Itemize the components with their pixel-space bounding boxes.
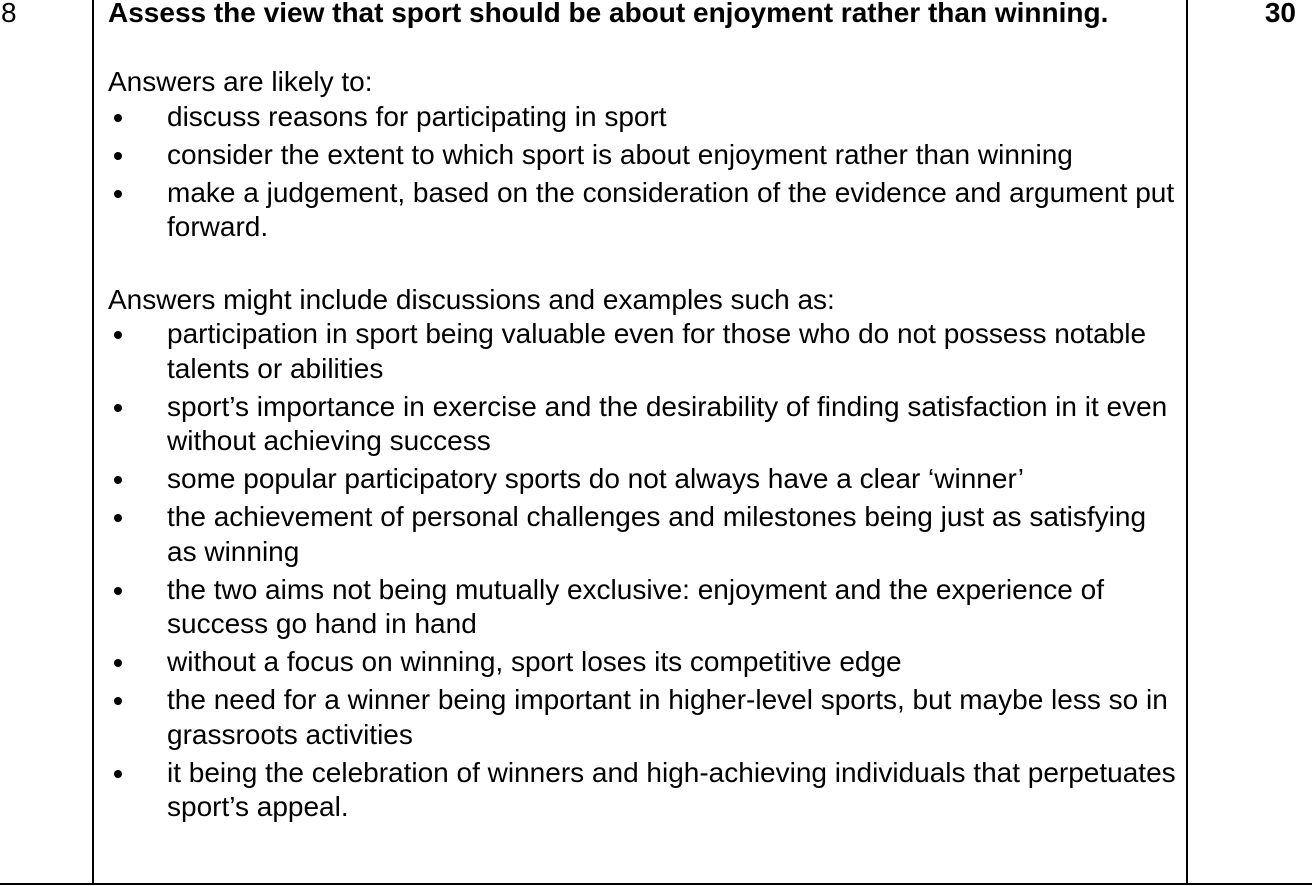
marks-value: 30 bbox=[1264, 0, 1296, 28]
list-item-text: make a judgement, based on the considera… bbox=[167, 176, 1175, 243]
bullet-icon bbox=[114, 697, 122, 705]
examples-list: participation in sport being valuable ev… bbox=[108, 317, 1178, 825]
guidance-cell: Assess the view that sport should be abo… bbox=[108, 0, 1178, 828]
bullet-icon bbox=[114, 476, 122, 484]
list-item-text: some popular participatory sports do not… bbox=[167, 463, 1025, 494]
list-item: the achievement of personal challenges a… bbox=[108, 500, 1178, 569]
list-item-text: consider the extent to which sport is ab… bbox=[167, 138, 1073, 170]
examples-intro: Answers might include discussions and ex… bbox=[108, 283, 835, 315]
likely-list: discuss reasons for participating in spo… bbox=[108, 100, 1178, 245]
list-item: make a judgement, based on the considera… bbox=[108, 176, 1178, 245]
spacer bbox=[108, 31, 1178, 66]
list-item-text: sport’s importance in exercise and the d… bbox=[167, 390, 1168, 457]
list-item-text: without a focus on winning, sport loses … bbox=[167, 646, 902, 677]
question-title: Assess the view that sport should be abo… bbox=[108, 0, 1109, 28]
spacer bbox=[108, 248, 1178, 283]
bullet-icon bbox=[114, 769, 122, 778]
list-item: without a focus on winning, sport loses … bbox=[108, 645, 1178, 680]
list-item-text: the two aims not being mutually exclusiv… bbox=[167, 573, 1104, 640]
bullet-icon bbox=[114, 331, 122, 339]
column-divider-left bbox=[92, 0, 94, 884]
bullet-icon bbox=[114, 659, 122, 667]
list-item-text: the need for a winner being important in… bbox=[167, 684, 1168, 750]
list-item-text: the achievement of personal challenges a… bbox=[167, 501, 1147, 567]
column-divider-right bbox=[1186, 0, 1188, 884]
row-bottom-border bbox=[0, 883, 1312, 885]
bullet-icon bbox=[114, 113, 122, 122]
list-item-text: it being the celebration of winners and … bbox=[167, 756, 1176, 823]
list-item: participation in sport being valuable ev… bbox=[108, 317, 1178, 386]
list-item: discuss reasons for participating in spo… bbox=[108, 100, 1178, 135]
list-item: it being the celebration of winners and … bbox=[108, 756, 1178, 825]
list-item-text: participation in sport being valuable ev… bbox=[167, 318, 1147, 384]
bullet-icon bbox=[114, 586, 122, 595]
bullet-icon bbox=[114, 151, 122, 160]
likely-intro: Answers are likely to: bbox=[108, 66, 373, 97]
list-item: consider the extent to which sport is ab… bbox=[108, 138, 1178, 173]
list-item: the two aims not being mutually exclusiv… bbox=[108, 573, 1178, 642]
list-item: some popular participatory sports do not… bbox=[108, 462, 1178, 497]
question-number: 8 bbox=[1, 0, 17, 28]
bullet-icon bbox=[114, 403, 122, 412]
bullet-icon bbox=[114, 514, 122, 522]
list-item: the need for a winner being important in… bbox=[108, 683, 1178, 752]
bullet-icon bbox=[114, 189, 122, 198]
list-item-text: discuss reasons for participating in spo… bbox=[167, 100, 667, 132]
list-item: sport’s importance in exercise and the d… bbox=[108, 390, 1178, 459]
